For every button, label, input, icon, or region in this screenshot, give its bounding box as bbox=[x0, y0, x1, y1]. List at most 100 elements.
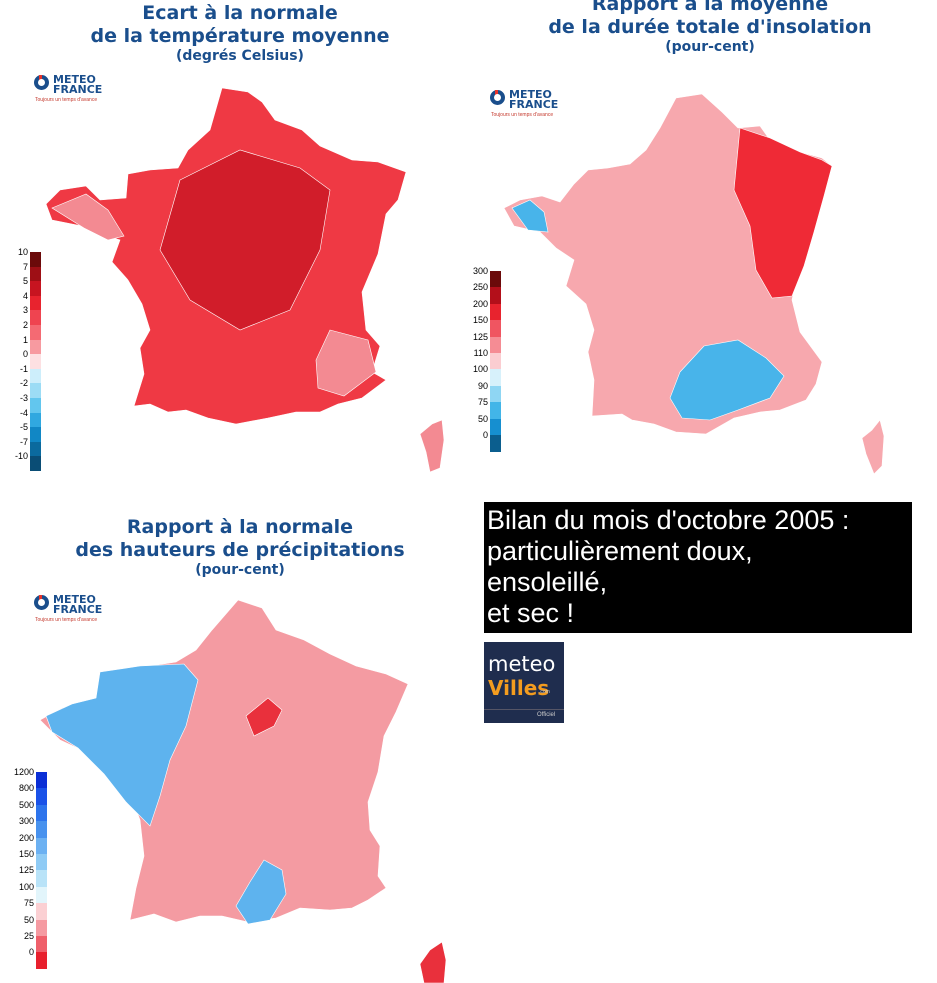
logo-line2: FRANCE bbox=[53, 603, 103, 616]
legend-swatch bbox=[36, 837, 47, 855]
legend-label: -5 bbox=[19, 422, 28, 433]
logo-line1: METEO bbox=[53, 593, 96, 606]
legend-swatch bbox=[30, 295, 41, 311]
sunshine-southeast-low bbox=[669, 339, 785, 421]
logo-line1: METEO bbox=[509, 88, 552, 101]
precipitation-cevennes-wet bbox=[235, 859, 287, 925]
headline-line2: particulièrement doux, bbox=[487, 536, 753, 566]
legend-label: 25 bbox=[23, 931, 34, 941]
legend-label: 1200 bbox=[13, 767, 34, 777]
legend-swatch bbox=[36, 952, 47, 970]
temperature-corsica bbox=[419, 419, 445, 473]
legend-label: -7 bbox=[19, 436, 28, 447]
temperature-subtitle: (degrés Celsius) bbox=[176, 48, 304, 64]
legend-swatch bbox=[490, 271, 501, 288]
precipitation-map-panel: Rapport à la normale des hauteurs de pré… bbox=[0, 490, 470, 983]
legend-swatch bbox=[30, 252, 41, 268]
legend-label: 200 bbox=[472, 298, 488, 309]
legend-swatch bbox=[30, 398, 41, 414]
legend-label: 200 bbox=[18, 832, 34, 843]
legend-label: -4 bbox=[19, 407, 28, 418]
sunshine-title-line2: de la durée totale d'insolation bbox=[548, 16, 872, 38]
meteovilles-logo[interactable]: meteo Villes .com Officiel bbox=[484, 642, 564, 723]
legend-label: 90 bbox=[477, 380, 488, 391]
legend-label: 10 bbox=[17, 247, 28, 257]
legend-swatch bbox=[490, 303, 501, 321]
logo-line2: FRANCE bbox=[53, 83, 103, 96]
legend-swatch bbox=[36, 804, 47, 822]
legend-label: 50 bbox=[23, 914, 34, 925]
legend-swatch bbox=[30, 339, 41, 355]
legend-label: 800 bbox=[18, 783, 34, 794]
sunshine-title-line1: Rapport à la moyenne bbox=[591, 0, 829, 15]
headline-box: Bilan du mois d'octobre 2005 : particuli… bbox=[484, 502, 912, 633]
legend-swatch bbox=[30, 383, 41, 399]
temperature-title-line2: de la température moyenne bbox=[90, 25, 390, 47]
legend-swatch bbox=[30, 266, 41, 282]
legend-swatch bbox=[36, 772, 47, 789]
legend-label: 2 bbox=[22, 320, 28, 330]
legend-swatch bbox=[490, 435, 501, 452]
legend-label: 7 bbox=[22, 261, 28, 272]
legend-swatch bbox=[36, 821, 47, 839]
legend-label: 100 bbox=[472, 364, 488, 375]
meteovilles-suffix: .com bbox=[539, 689, 550, 695]
legend-swatch bbox=[30, 368, 41, 384]
legend-label: 75 bbox=[23, 898, 34, 909]
legend-swatch bbox=[36, 870, 47, 888]
legend-label: -1 bbox=[19, 363, 28, 374]
legend-swatch bbox=[490, 369, 501, 387]
meteofrance-logo: METEO FRANCE Toujours un temps d'avance bbox=[34, 593, 114, 633]
legend-swatch bbox=[30, 354, 41, 370]
legend-label: 125 bbox=[18, 865, 34, 876]
precipitation-dry-core bbox=[245, 697, 283, 737]
legend-swatch bbox=[36, 854, 47, 871]
logo-line2: FRANCE bbox=[509, 98, 559, 111]
legend-label: 250 bbox=[472, 282, 488, 293]
precipitation-title: Rapport à la normale des hauteurs de pré… bbox=[40, 516, 440, 579]
sunshine-brittany-low bbox=[511, 199, 549, 233]
legend-swatch bbox=[490, 287, 501, 305]
headline-line3: ensoleillé, bbox=[487, 567, 608, 597]
meteofrance-logo: METEO FRANCE Toujours un temps d'avance bbox=[34, 73, 114, 113]
sunshine-subtitle: (pour-cent) bbox=[665, 39, 755, 55]
legend-label: 300 bbox=[18, 816, 34, 827]
sunshine-title: Rapport à la moyenne de la durée totale … bbox=[510, 0, 910, 56]
legend-label: -10 bbox=[14, 451, 28, 462]
legend-label: 100 bbox=[18, 881, 34, 892]
legend-label: 5 bbox=[22, 276, 28, 287]
legend-swatch bbox=[490, 320, 501, 338]
legend-swatch bbox=[30, 427, 41, 443]
legend-label: 0 bbox=[482, 430, 488, 440]
logo-tagline: Toujours un temps d'avance bbox=[35, 97, 98, 103]
legend-swatch bbox=[30, 412, 41, 428]
logo-line1: METEO bbox=[53, 73, 96, 86]
legend-label: 1 bbox=[22, 334, 28, 345]
legend-label: -2 bbox=[19, 378, 28, 389]
legend-swatch bbox=[490, 385, 501, 403]
meteofrance-mark-icon bbox=[34, 75, 49, 90]
legend-label: 125 bbox=[472, 331, 488, 342]
legend-swatch bbox=[490, 336, 501, 354]
meteovilles-word1: meteo bbox=[488, 652, 556, 676]
legend-label: 110 bbox=[473, 348, 488, 358]
legend-swatch bbox=[36, 886, 47, 904]
sunshine-france-map bbox=[503, 93, 885, 475]
legend-label: 0 bbox=[22, 349, 28, 360]
sunshine-northeast-high bbox=[733, 127, 833, 299]
legend-label: 150 bbox=[18, 849, 34, 859]
sunshine-corsica bbox=[861, 419, 885, 475]
legend-swatch bbox=[30, 281, 41, 297]
temperature-title-line1: Ecart à la normale bbox=[142, 2, 338, 24]
meteofrance-logo: METEO FRANCE Toujours un temps d'avance bbox=[490, 88, 570, 128]
temperature-southeast-band bbox=[315, 329, 377, 397]
meteovilles-badge: Officiel bbox=[537, 712, 556, 718]
legend-label: 3 bbox=[22, 305, 28, 316]
legend-swatch bbox=[36, 919, 47, 937]
legend-swatch bbox=[36, 788, 47, 806]
precipitation-west-wet bbox=[45, 663, 199, 827]
legend-label: 500 bbox=[18, 799, 34, 810]
headline-line1: Bilan du mois d'octobre 2005 : bbox=[487, 505, 850, 535]
legend-swatch bbox=[30, 325, 41, 341]
logo-tagline: Toujours un temps d'avance bbox=[35, 617, 98, 623]
